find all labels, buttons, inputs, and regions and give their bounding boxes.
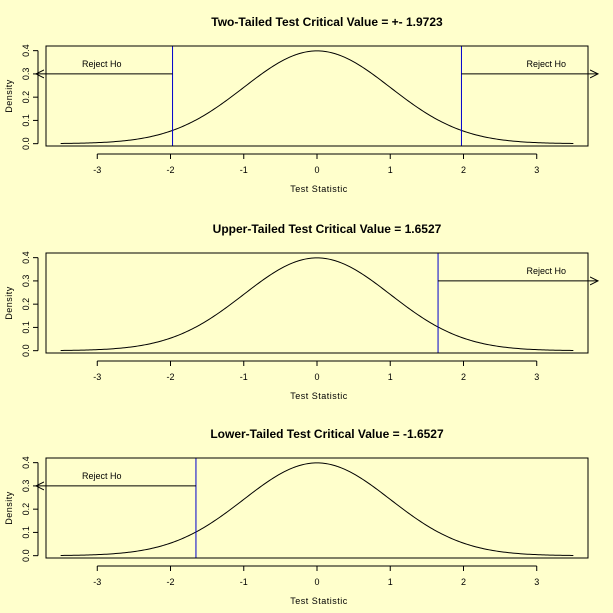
chart-title: Lower-Tailed Test Critical Value = -1.65… bbox=[210, 427, 444, 441]
x-tick-label: 3 bbox=[534, 372, 539, 382]
x-tick-label: 2 bbox=[461, 372, 466, 382]
y-tick-label: 0.1 bbox=[21, 321, 31, 334]
density-curve bbox=[60, 50, 574, 144]
y-tick-label: 0.4 bbox=[21, 456, 31, 469]
x-tick-label: -1 bbox=[240, 165, 248, 175]
x-axis-label: Test Statistic bbox=[290, 184, 348, 194]
plot-frame bbox=[45, 457, 589, 559]
y-tick-label: 0.2 bbox=[21, 503, 31, 516]
x-tick-label: -3 bbox=[93, 165, 101, 175]
y-tick-label: 0.3 bbox=[21, 480, 31, 493]
chart-panel-2: Upper-Tailed Test Critical Value = 1.652… bbox=[4, 222, 598, 401]
x-tick-label: 2 bbox=[461, 165, 466, 175]
y-tick-label: 0.2 bbox=[21, 298, 31, 311]
chart-panel-1: Two-Tailed Test Critical Value = +- 1.97… bbox=[4, 15, 598, 194]
reject-label: Reject Ho bbox=[526, 266, 566, 276]
chart-title: Two-Tailed Test Critical Value = +- 1.97… bbox=[211, 15, 443, 29]
x-tick-label: 3 bbox=[534, 165, 539, 175]
x-axis-label: Test Statistic bbox=[290, 596, 348, 606]
y-tick-label: 0.3 bbox=[21, 68, 31, 81]
y-axis-label: Density bbox=[4, 286, 14, 320]
x-tick-label: 1 bbox=[388, 165, 393, 175]
y-axis-label: Density bbox=[4, 491, 14, 525]
reject-label: Reject Ho bbox=[82, 471, 122, 481]
y-tick-label: 0.1 bbox=[21, 114, 31, 127]
x-tick-label: 1 bbox=[388, 577, 393, 587]
x-tick-label: 2 bbox=[461, 577, 466, 587]
x-tick-label: -2 bbox=[167, 577, 175, 587]
plot-frame bbox=[45, 45, 589, 147]
y-tick-label: 0.0 bbox=[21, 549, 31, 562]
y-tick-label: 0.1 bbox=[21, 526, 31, 539]
y-tick-label: 0.4 bbox=[21, 44, 31, 57]
x-tick-label: -3 bbox=[93, 372, 101, 382]
x-tick-label: 0 bbox=[314, 372, 319, 382]
reject-label: Reject Ho bbox=[526, 59, 566, 69]
x-tick-label: 1 bbox=[388, 372, 393, 382]
y-axis-label: Density bbox=[4, 79, 14, 113]
plot-frame bbox=[45, 252, 589, 354]
density-curve bbox=[60, 257, 574, 351]
x-tick-label: 0 bbox=[314, 577, 319, 587]
reject-label: Reject Ho bbox=[82, 59, 122, 69]
x-tick-label: 3 bbox=[534, 577, 539, 587]
y-tick-label: 0.3 bbox=[21, 275, 31, 288]
x-tick-label: -2 bbox=[167, 372, 175, 382]
y-tick-label: 0.4 bbox=[21, 251, 31, 264]
y-tick-label: 0.0 bbox=[21, 137, 31, 150]
chart-panel-3: Lower-Tailed Test Critical Value = -1.65… bbox=[4, 427, 589, 606]
y-tick-label: 0.0 bbox=[21, 344, 31, 357]
x-tick-label: -1 bbox=[240, 372, 248, 382]
chart-title: Upper-Tailed Test Critical Value = 1.652… bbox=[213, 222, 442, 236]
x-tick-label: -1 bbox=[240, 577, 248, 587]
x-tick-label: 0 bbox=[314, 165, 319, 175]
x-tick-label: -2 bbox=[167, 165, 175, 175]
y-tick-label: 0.2 bbox=[21, 91, 31, 104]
x-axis-label: Test Statistic bbox=[290, 391, 348, 401]
x-tick-label: -3 bbox=[93, 577, 101, 587]
density-curve bbox=[60, 462, 574, 556]
